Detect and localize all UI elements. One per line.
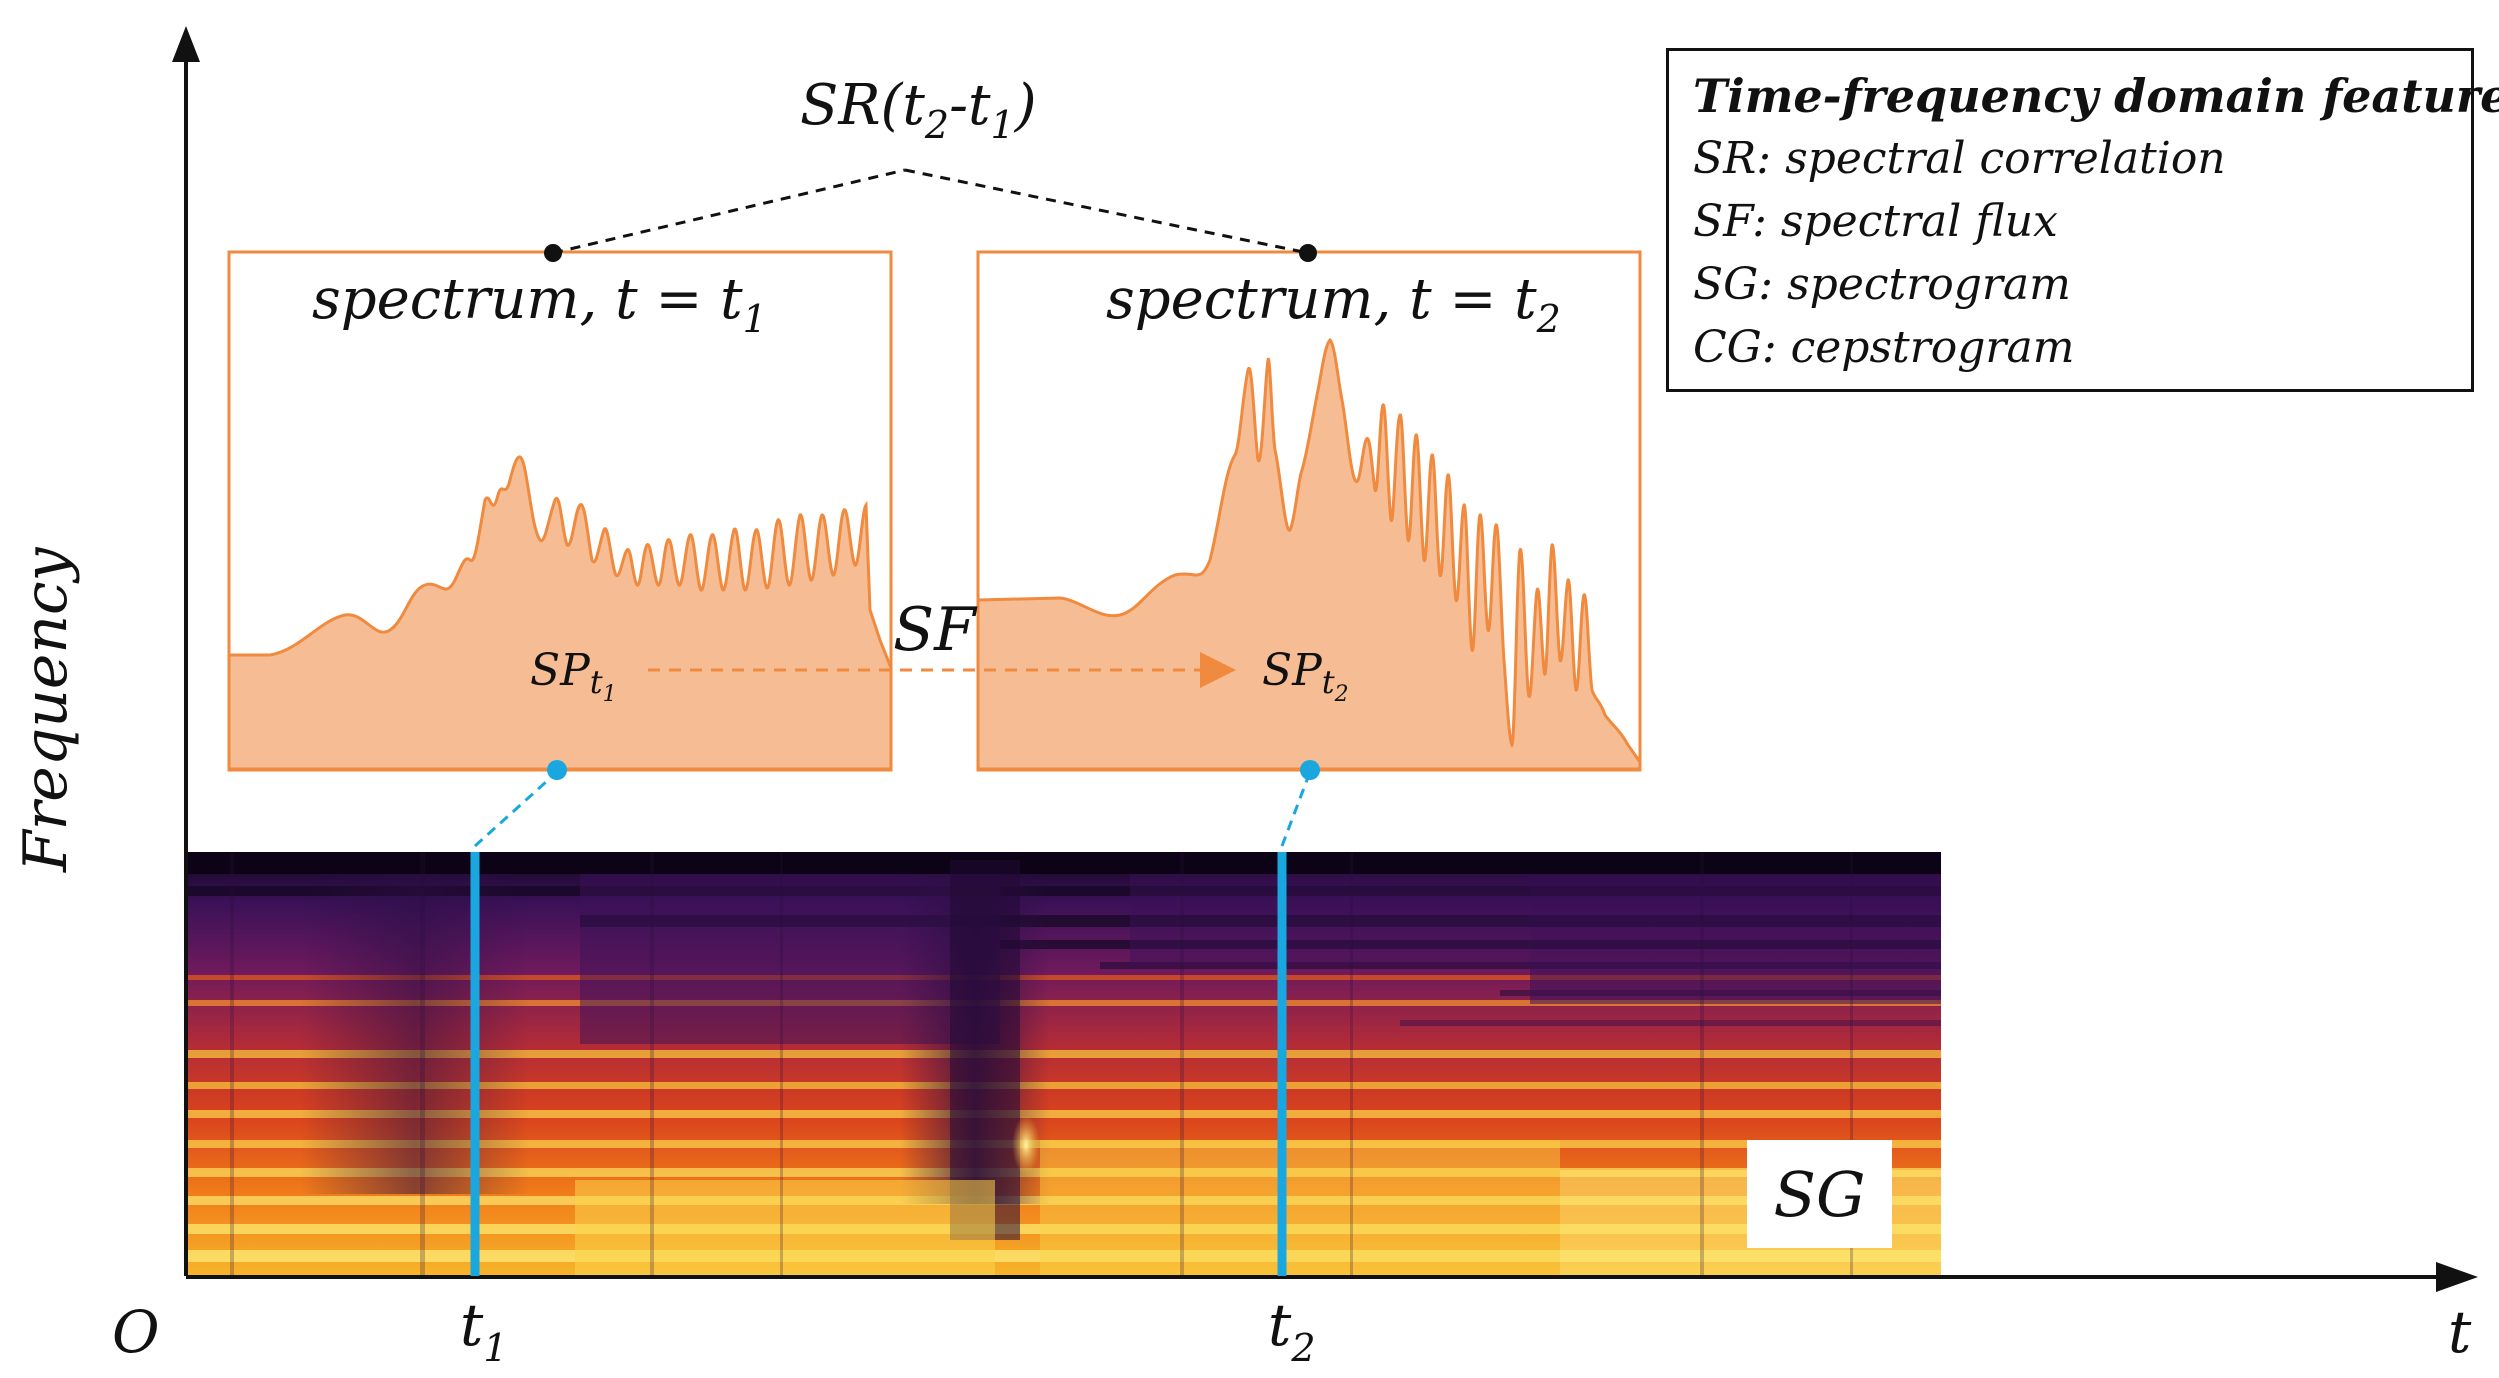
axes bbox=[172, 26, 2478, 1292]
x-axis-arrowhead bbox=[2436, 1262, 2478, 1292]
t2-spectrum-anchor bbox=[1300, 760, 1320, 780]
t2-axis-label: t2 bbox=[1268, 1291, 1316, 1370]
spectrum-2-curve bbox=[976, 337, 1642, 771]
spectrum-2-title: spectrum, t = t2 bbox=[1106, 267, 1561, 341]
spectrogram-label: SG bbox=[1747, 1140, 1892, 1248]
origin-label: O bbox=[112, 1298, 160, 1366]
sf-label: SF bbox=[893, 595, 978, 665]
spectrogram-purple-regions bbox=[300, 860, 1941, 1240]
time-markers bbox=[470, 760, 1320, 1276]
spectrogram-harmonics bbox=[186, 975, 1941, 1262]
legend-item-sr: SR: spectral correlation bbox=[1693, 133, 2226, 184]
legend-item-sg: SG: spectrogram bbox=[1693, 259, 2071, 310]
legend-item-sf: SF: spectral flux bbox=[1693, 196, 2058, 247]
legend-item-cg: CG: cepstrogram bbox=[1693, 322, 2075, 373]
spectrogram-texture bbox=[230, 852, 1853, 1276]
x-axis-label: t bbox=[2448, 1298, 2472, 1366]
spectrum-panel-2 bbox=[976, 250, 1642, 772]
feature-legend: Time-frequency domain features: SR: spec… bbox=[1666, 48, 2499, 392]
sr-label: SR(t2-t1) bbox=[800, 73, 1037, 147]
sr-node-t1 bbox=[544, 244, 562, 262]
t1-spectrum-anchor bbox=[547, 760, 567, 780]
y-axis-arrowhead bbox=[172, 26, 200, 62]
y-axis-label: Frequency bbox=[11, 546, 81, 873]
t1-axis-label: t1 bbox=[460, 1291, 508, 1370]
sp-t2-label: SPt2 bbox=[1262, 645, 1349, 707]
sr-connectors bbox=[544, 168, 1317, 262]
sr-node-t2 bbox=[1299, 244, 1317, 262]
spectrum-1-curve bbox=[227, 455, 893, 771]
spectrogram bbox=[186, 852, 1941, 1276]
spectrum-1-title: spectrum, t = t1 bbox=[312, 267, 767, 341]
spectrum-panel-1 bbox=[227, 250, 893, 772]
sp-t1-label: SPt1 bbox=[530, 645, 617, 707]
legend-title: Time-frequency domain features: bbox=[1693, 69, 2499, 123]
